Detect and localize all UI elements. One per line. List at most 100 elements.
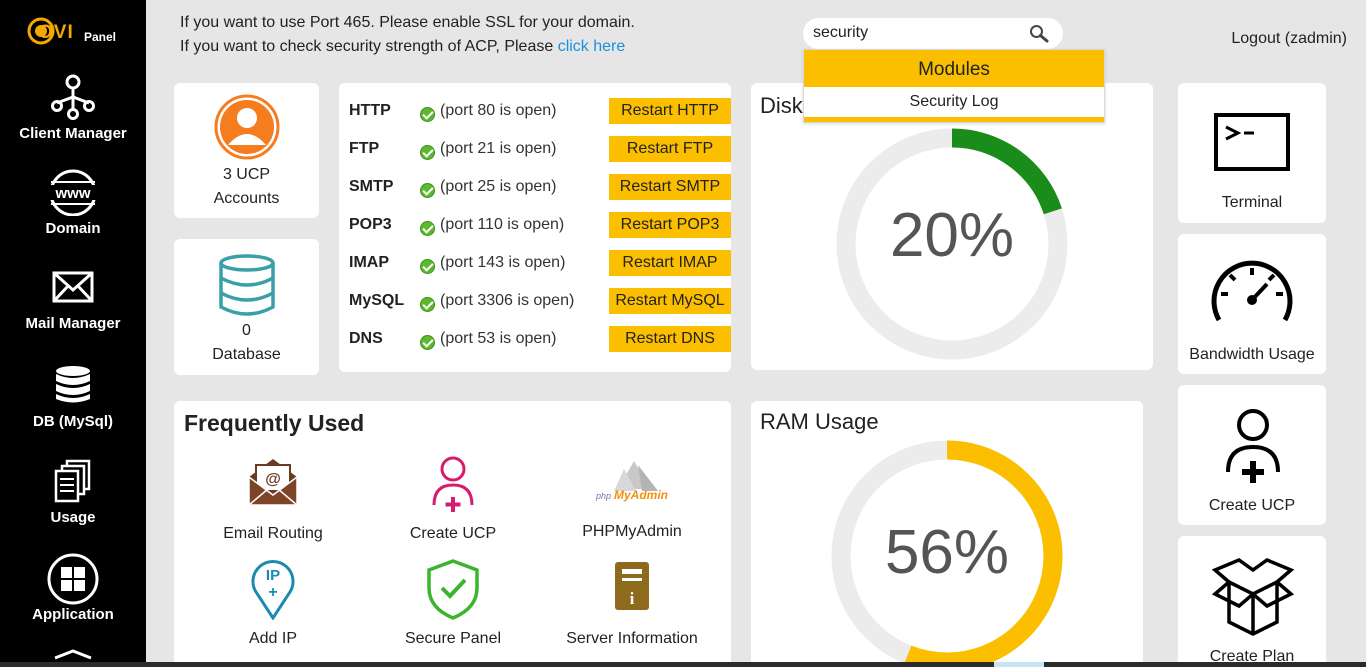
services-card: HTTP (port 80 is open) Restart HTTP FTP … [339,83,731,372]
grid-icon [47,553,99,605]
restart-mysql-button[interactable]: Restart MySQL [609,288,731,314]
restart-ftp-button[interactable]: Restart FTP [609,136,731,162]
disk-usage-card: Disk 20% [751,83,1153,370]
service-row-dns: DNS (port 53 is open) Restart DNS [349,326,731,354]
fu-email-routing[interactable]: @ Email Routing [183,455,363,543]
create-user-icon [432,456,474,512]
disk-gauge-arc [836,128,1068,360]
email-routing-icon: @ [248,459,298,506]
database-label: Database [212,346,281,363]
fu-create-ucp[interactable]: Create UCP [363,455,543,543]
svg-text:@: @ [265,471,281,488]
qa-create-ucp[interactable]: Create UCP [1178,385,1326,525]
service-row-http: HTTP (port 80 is open) Restart HTTP [349,98,731,126]
restart-pop3-button[interactable]: Restart POP3 [609,212,731,238]
sidebar-item-domain[interactable]: www Domain [0,168,146,237]
frequently-used-card: Frequently Used @ Email Routing Create U… [174,401,731,667]
server-info-icon: i [615,562,649,610]
service-name: IMAP [349,254,389,271]
search-results-dropdown: Modules Security Log [803,49,1105,123]
restart-http-button[interactable]: Restart HTTP [609,98,731,124]
fu-label: PHPMyAdmin [582,523,682,540]
check-ok-icon [420,259,435,274]
database-icon [219,254,275,316]
click-here-link[interactable]: click here [557,38,626,55]
sidebar-item-partial[interactable] [0,648,146,667]
sidebar-item-application[interactable]: Application [0,552,146,623]
brand-logo[interactable]: OVI Panel [24,14,124,48]
fu-server-information[interactable]: i Server Information [542,561,722,648]
dropdown-item-security-log[interactable]: Security Log [909,93,999,110]
qa-terminal[interactable]: Terminal [1178,83,1326,223]
svg-text:IP: IP [266,567,280,584]
logo-sub-text: Panel [84,30,117,44]
service-row-pop3: POP3 (port 110 is open) Restart POP3 [349,212,731,240]
sidebar-item-label: DB (MySql) [33,413,113,430]
sidebar-item-label: Application [32,606,114,623]
service-status: (port 110 is open) [440,216,565,233]
search-box [803,18,1063,49]
svg-text:php: php [595,491,611,501]
check-ok-icon [420,221,435,236]
restart-smtp-button[interactable]: Restart SMTP [609,174,731,200]
service-name: MySQL [349,292,405,309]
database-count: 0 [242,322,251,339]
service-status: (port 143 is open) [440,254,566,271]
fu-label: Secure Panel [404,630,502,647]
svg-text:www: www [54,185,90,202]
service-row-ftp: FTP (port 21 is open) Restart FTP [349,136,731,164]
notice-line-security: If you want to check security strength o… [180,35,635,59]
fu-add-ip[interactable]: IP + Add IP [183,558,363,648]
svg-text:i: i [630,589,635,608]
envelope-icon [52,271,94,303]
restart-imap-button[interactable]: Restart IMAP [609,250,731,276]
svg-text:MyAdmin: MyAdmin [614,488,668,502]
fu-label: Add IP [248,630,298,647]
ram-usage-card: RAM Usage 56% [751,401,1143,667]
search-input[interactable] [813,24,1013,42]
user-avatar-icon [214,94,280,160]
phpmyadmin-logo-icon: php MyAdmin [595,461,668,502]
documents-icon [54,459,91,503]
service-name: DNS [349,330,383,347]
logo-mark-icon [27,17,55,45]
sidebar-item-db-mysql[interactable]: DB (MySql) [0,365,146,430]
shield-icon [54,649,92,660]
terminal-icon [1214,113,1290,171]
database-card[interactable]: 0 Database [174,239,319,375]
check-ok-icon [420,297,435,312]
fu-label: Email Routing [223,525,323,542]
sidebar: OVI Panel Client Manager www Domain [0,0,146,667]
svg-text:+: + [268,584,277,601]
box-icon [1211,558,1295,636]
sidebar-item-client-manager[interactable]: Client Manager [0,73,146,142]
search-icon[interactable] [1029,24,1049,44]
check-ok-icon [420,335,435,350]
sidebar-item-usage[interactable]: Usage [0,459,146,526]
qa-label: Terminal [1221,194,1283,211]
disk-title: Disk [760,93,803,118]
ram-percent: 56% [884,518,1010,587]
restart-dns-button[interactable]: Restart DNS [609,326,731,352]
service-status: (port 53 is open) [440,330,557,347]
qa-bandwidth-usage[interactable]: Bandwidth Usage [1178,234,1326,374]
check-ok-icon [420,107,435,122]
qa-create-plan[interactable]: Create Plan [1178,536,1326,667]
client-manager-icon [51,74,95,120]
dropdown-heading: Modules [804,50,1104,87]
qa-label: Bandwidth Usage [1189,346,1315,363]
accounts-card[interactable]: 3 UCP Accounts [174,83,319,218]
notice-security-text: If you want to check security strength o… [180,38,554,55]
notice-line-ssl: If you want to use Port 465. Please enab… [180,14,635,31]
service-status: (port 21 is open) [440,140,557,157]
sidebar-item-mail-manager[interactable]: Mail Manager [0,270,146,332]
check-ok-icon [420,183,435,198]
fu-secure-panel[interactable]: Secure Panel [363,558,543,648]
sidebar-item-label: Client Manager [19,125,127,142]
fu-label: Create UCP [409,525,497,542]
ram-title: RAM Usage [760,409,879,434]
sidebar-item-label: Domain [45,220,101,237]
fu-label: Server Information [566,630,698,647]
logout-link[interactable]: Logout (zadmin) [1231,30,1347,47]
fu-phpmyadmin[interactable]: php MyAdmin PHPMyAdmin [542,459,722,541]
